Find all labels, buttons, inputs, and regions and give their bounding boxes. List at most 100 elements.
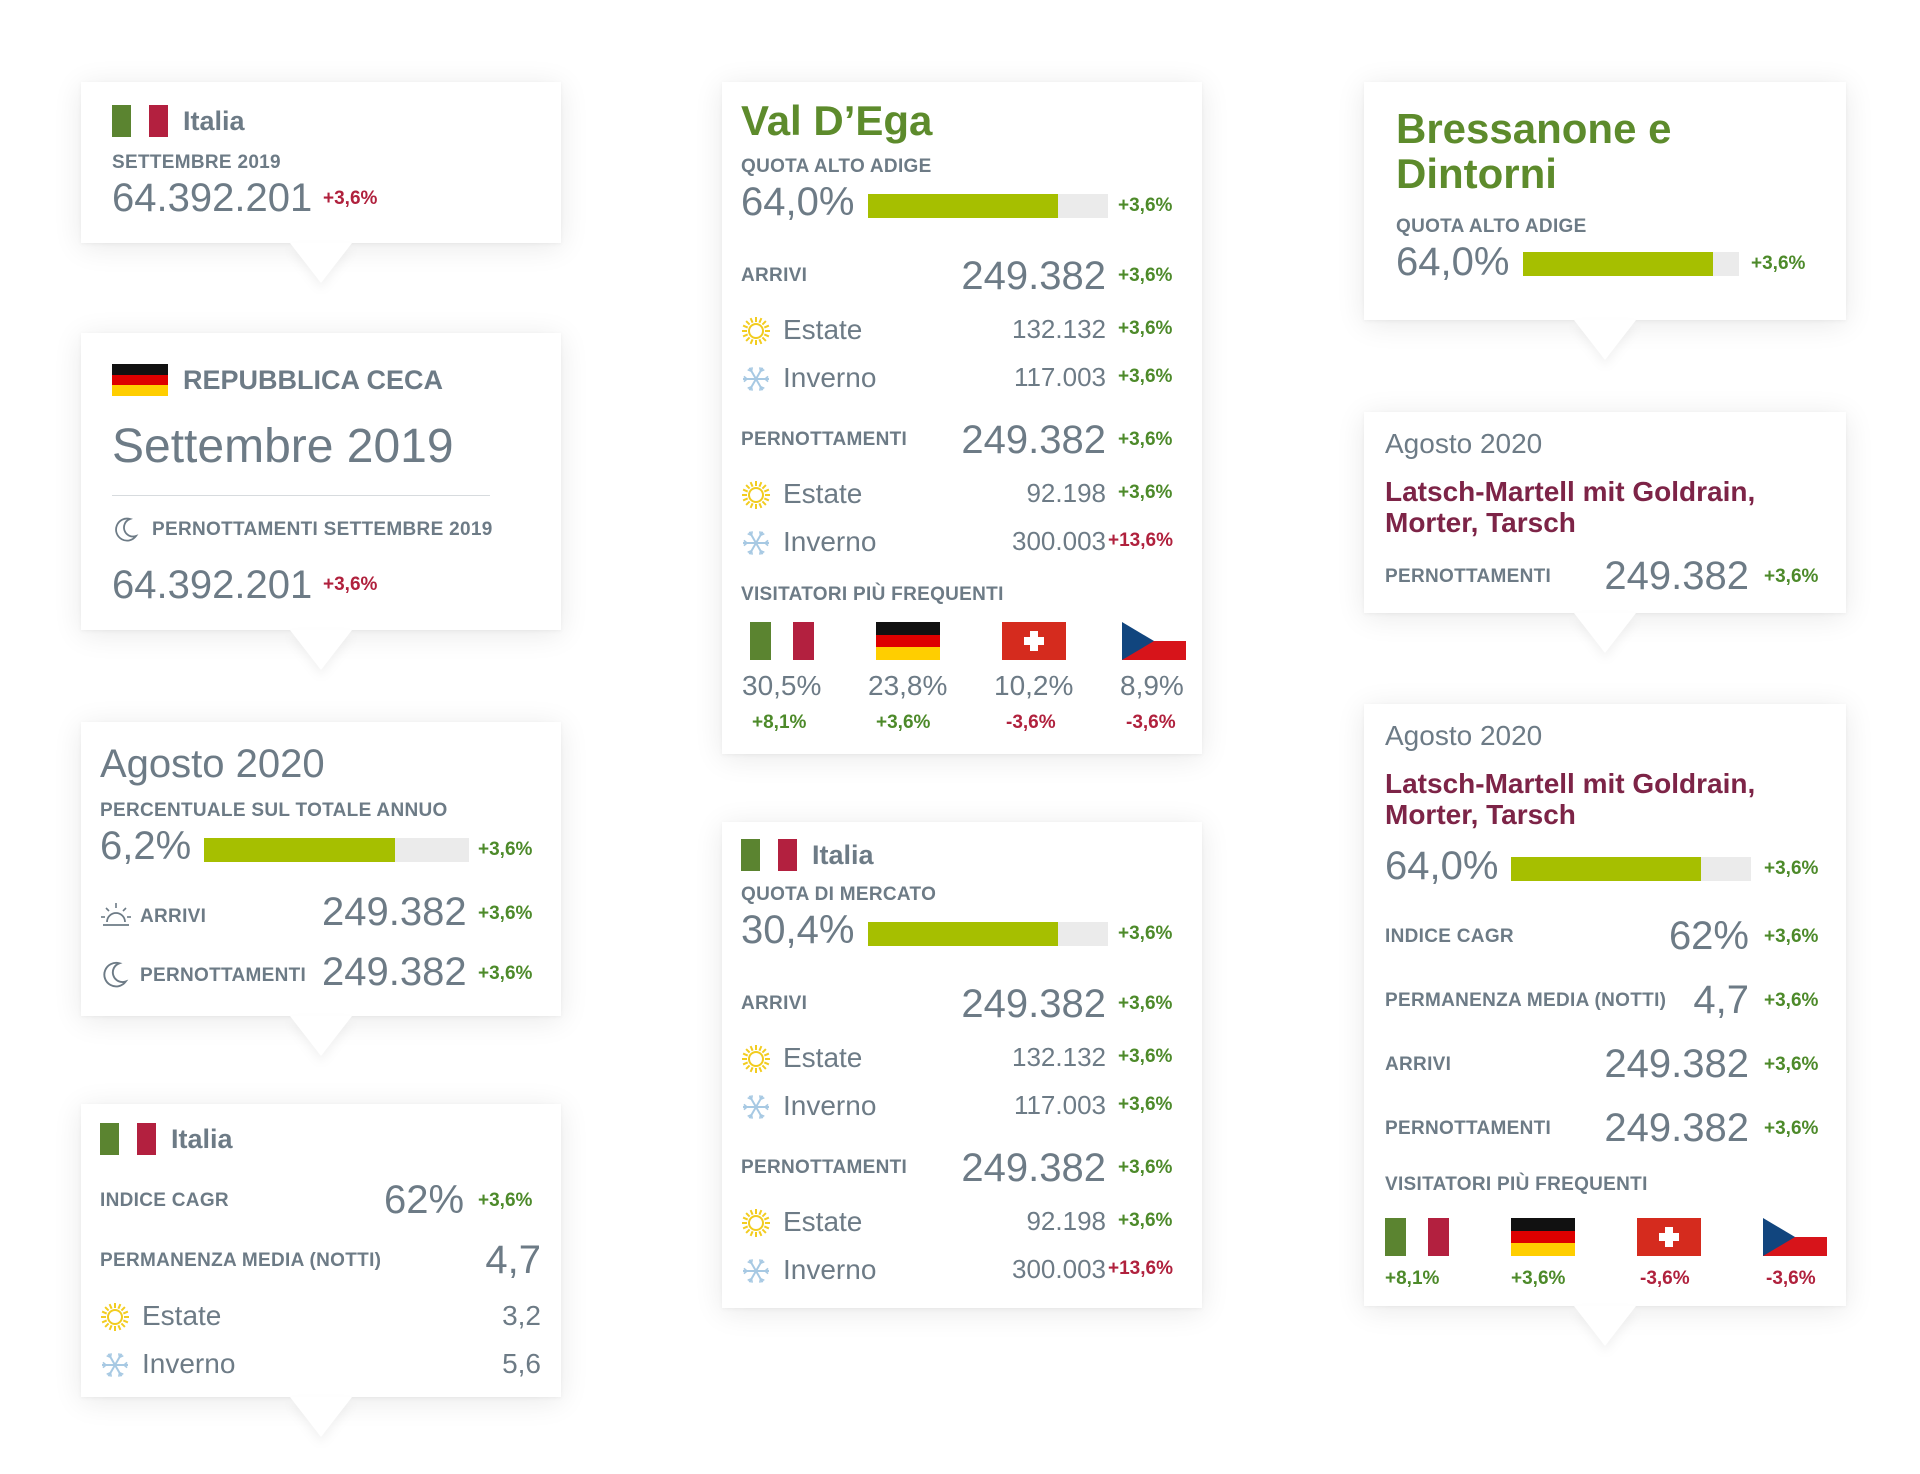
divider xyxy=(112,495,490,496)
arrivi-change: +3,6% xyxy=(1764,1054,1819,1075)
switzerland-flag xyxy=(1002,622,1066,660)
snowflake-icon xyxy=(741,1256,771,1286)
germany-flag xyxy=(876,622,940,660)
pernottamenti-inverno-value: 300.003 xyxy=(1012,1254,1106,1284)
cagr-value: 62% xyxy=(1668,914,1749,958)
visitors-label: VISITATORI PIÙ FREQUENTI xyxy=(741,584,1004,605)
pernottamenti-inverno-value: 300.003 xyxy=(1012,526,1106,556)
pernottamenti-change: +3,6% xyxy=(478,963,533,984)
area-title: Latsch-Martell mit Goldrain, Morter, Tar… xyxy=(1385,476,1756,538)
quota-bar xyxy=(1511,857,1751,881)
quota-bar-fill xyxy=(1511,857,1701,881)
period-label: Agosto 2020 xyxy=(1385,720,1543,751)
period-title: Agosto 2020 xyxy=(100,742,325,786)
sun-icon xyxy=(741,316,771,346)
visitor-change-italia: +8,1% xyxy=(1385,1268,1440,1289)
pernottamenti-label: PERNOTTAMENTI xyxy=(140,965,307,986)
italy-flag xyxy=(741,839,797,871)
card-italia-mercato: Italia QUOTA DI MERCATO 30,4% +3,6% ARRI… xyxy=(722,822,1202,1308)
arrivi-estate-change: +3,6% xyxy=(1118,318,1173,339)
metric-label: PERNOTTAMENTI SETTEMBRE 2019 xyxy=(152,519,493,540)
quota-value: 30,4% xyxy=(741,908,855,952)
visitor-change-repubblica-ceca: -3,6% xyxy=(1126,712,1176,733)
visitors-label: VISITATORI PIÙ FREQUENTI xyxy=(1385,1174,1648,1195)
pernottamenti-inverno-label: Inverno xyxy=(783,1254,877,1285)
quota-bar-fill xyxy=(868,194,1058,218)
percent-change: +3,6% xyxy=(478,839,533,860)
country-name: Italia xyxy=(183,106,245,136)
visitor-change-germania: +3,6% xyxy=(1511,1268,1566,1289)
sun-icon xyxy=(741,1044,771,1074)
change-badge: +3,6% xyxy=(323,188,378,209)
pernottamenti-inverno-change: +13,6% xyxy=(1108,530,1173,551)
area-title: Bressanone e Dintorni xyxy=(1396,105,1672,197)
arrivi-inverno-value: 117.003 xyxy=(1013,362,1106,392)
country-name: Italia xyxy=(812,840,874,870)
arrivi-inverno-label: Inverno xyxy=(783,1090,877,1121)
visitor-change-svizzera: -3,6% xyxy=(1006,712,1056,733)
quota-change: +3,6% xyxy=(1118,923,1173,944)
sunrise-icon xyxy=(100,900,132,930)
period-title: Settembre 2019 xyxy=(112,420,454,473)
czech-flag xyxy=(1763,1218,1827,1256)
italy-flag xyxy=(100,1123,156,1155)
quota-value: 64,0% xyxy=(741,180,855,224)
stay-value: 4,7 xyxy=(1693,978,1749,1022)
season-value-inverno: 5,6 xyxy=(502,1348,541,1379)
arrivi-label: ARRIVI xyxy=(741,265,808,286)
pernottamenti-inverno-change: +13,6% xyxy=(1108,1258,1173,1279)
pernottamenti-inverno-label: Inverno xyxy=(783,526,877,557)
stay-value: 4,7 xyxy=(485,1238,541,1282)
arrivi-change: +3,6% xyxy=(1118,265,1173,286)
visitor-change-svizzera: -3,6% xyxy=(1640,1268,1690,1289)
card-val-dega: Val D’Ega QUOTA ALTO ADIGE 64,0% +3,6% A… xyxy=(722,82,1202,754)
germany-flag xyxy=(1511,1218,1575,1256)
visitor-share-germania: 23,8% xyxy=(868,670,948,701)
quota-change: +3,6% xyxy=(1118,195,1173,216)
total-value: 64.392.201 xyxy=(112,563,313,607)
arrivi-label: ARRIVI xyxy=(140,906,207,927)
italy-flag xyxy=(112,105,168,137)
pernottamenti-change: +3,6% xyxy=(1764,1118,1819,1139)
total-value: 64.392.201 xyxy=(112,176,313,220)
quota-label: QUOTA ALTO ADIGE xyxy=(741,156,932,177)
season-value-estate: 3,2 xyxy=(502,1300,541,1331)
quota-label: QUOTA DI MERCATO xyxy=(741,884,937,905)
arrivi-inverno-label: Inverno xyxy=(783,362,877,393)
arrivi-estate-value: 132.132 xyxy=(1012,1042,1106,1072)
change-badge: +3,6% xyxy=(323,574,378,595)
quota-change: +3,6% xyxy=(1764,858,1819,879)
arrivi-inverno-change: +3,6% xyxy=(1118,366,1173,387)
season-label-inverno: Inverno xyxy=(142,1348,236,1379)
arrivi-label: ARRIVI xyxy=(1385,1054,1452,1075)
cagr-change: +3,6% xyxy=(478,1190,533,1211)
pernottamenti-estate-change: +3,6% xyxy=(1118,482,1173,503)
italy-flag xyxy=(750,622,814,660)
country-name: Italia xyxy=(171,1124,233,1154)
pernottamenti-estate-value: 92.198 xyxy=(1026,1206,1106,1236)
arrivi-estate-value: 132.132 xyxy=(1012,314,1106,344)
visitor-share-svizzera: 10,2% xyxy=(994,670,1074,701)
moon-icon xyxy=(100,959,130,989)
snowflake-icon xyxy=(741,528,771,558)
card-italia-settembre: Italia SETTEMBRE 2019 64.392.201 +3,6% xyxy=(81,82,561,243)
moon-icon xyxy=(112,515,140,543)
period-label: Agosto 2020 xyxy=(1385,428,1543,459)
arrivi-inverno-change: +3,6% xyxy=(1118,1094,1173,1115)
cagr-label: INDICE CAGR xyxy=(1385,926,1514,947)
pernottamenti-label: PERNOTTAMENTI xyxy=(1385,566,1552,587)
stay-change: +3,6% xyxy=(1764,990,1819,1011)
arrivi-estate-change: +3,6% xyxy=(1118,1046,1173,1067)
pernottamenti-estate-label: Estate xyxy=(783,478,863,509)
quota-bar-fill xyxy=(868,922,1058,946)
cagr-value: 62% xyxy=(384,1178,465,1222)
arrivi-estate-label: Estate xyxy=(783,314,863,345)
arrivi-value: 249.382 xyxy=(961,982,1106,1026)
percent-bar xyxy=(204,838,469,862)
germany-flag xyxy=(112,364,168,396)
snowflake-icon xyxy=(741,364,771,394)
season-label-estate: Estate xyxy=(142,1300,222,1331)
area-title: Val D’Ega xyxy=(741,97,933,144)
arrivi-value: 249.382 xyxy=(322,890,467,934)
arrivi-inverno-value: 117.003 xyxy=(1013,1090,1106,1120)
